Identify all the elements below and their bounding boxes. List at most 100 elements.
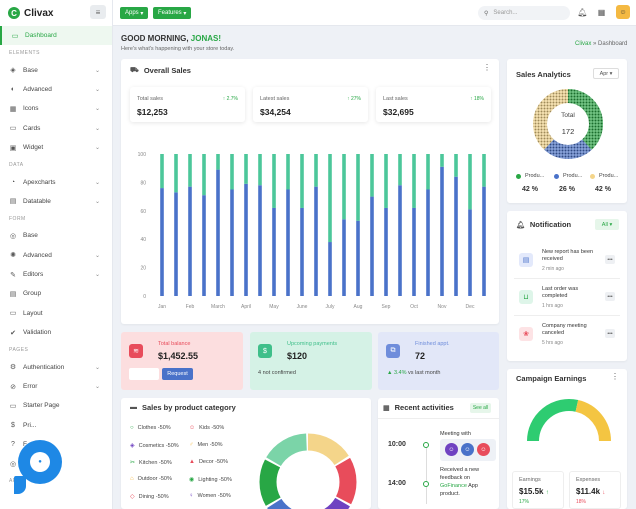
money-icon: $ xyxy=(258,344,272,358)
breadcrumb-root[interactable]: Clivax xyxy=(575,41,592,47)
sidebar-item[interactable]: ▦ Icons ⌄ xyxy=(0,99,112,118)
sidebar-item-label: Base xyxy=(23,232,38,240)
attendee-avatar[interactable]: ☺ xyxy=(477,443,490,456)
x-tick-label: Nov xyxy=(438,304,447,310)
legend-percent: 42 % xyxy=(595,186,611,193)
event-text: Received a new feedback on GoFinance App… xyxy=(440,467,496,499)
stat-value: $12,253 xyxy=(137,107,168,117)
sidebar-item[interactable]: ▭ Starter Page xyxy=(0,396,112,415)
stat-change: ↑ 2.7% xyxy=(222,96,238,102)
kebab-menu-icon[interactable]: ⋮ xyxy=(483,63,491,72)
chevron-down-icon: ⌄ xyxy=(94,272,100,279)
notification-item[interactable]: ⊔ Last order was completed 1 hrs ago ••• xyxy=(514,281,620,316)
sidebar-item[interactable]: ▭ Cards ⌄ xyxy=(0,119,112,138)
breadcrumb-current: Dashboard xyxy=(598,41,628,47)
bar-segment xyxy=(440,154,444,167)
features-dropdown-button[interactable]: Features ▾ xyxy=(153,7,192,19)
request-button[interactable]: Request xyxy=(162,368,193,380)
menu-toggle-button[interactable]: ≡ xyxy=(90,5,106,19)
sidebar-item[interactable]: $ Pri... xyxy=(0,416,112,435)
donut-slice[interactable] xyxy=(533,89,603,159)
sidebar-item[interactable]: ▤ Group xyxy=(0,284,112,303)
stat-last-sales: Last sales $32,695 ↑ 18% xyxy=(376,87,491,122)
sidebar-item[interactable]: ⊘ Error ⌄ xyxy=(0,377,112,396)
tile-value: $120 xyxy=(287,351,308,361)
attendee-avatar[interactable]: ☺ xyxy=(461,443,474,456)
category-donut-slice[interactable] xyxy=(259,433,357,509)
attendee-avatar[interactable]: ☺ xyxy=(445,443,458,456)
layout-icon: ▭ xyxy=(9,310,17,318)
kebab-menu-icon[interactable]: ⋮ xyxy=(611,372,619,381)
sidebar-item-label: Pri... xyxy=(23,421,37,429)
apps-dropdown-button[interactable]: Apps ▾ xyxy=(120,7,149,19)
event-text: Meeting with xyxy=(440,431,471,437)
legend-item: Produ... xyxy=(516,173,544,179)
donut-center-value: 172 xyxy=(561,127,575,136)
more-icon[interactable]: ••• xyxy=(605,255,615,264)
period-select[interactable]: Apr ▾ xyxy=(593,68,619,79)
search-input[interactable]: ⚲ Search... xyxy=(478,6,570,20)
men-icon: ♂ xyxy=(189,442,194,448)
calendar-icon[interactable]: ▦ xyxy=(597,8,606,17)
category-donut-slice[interactable] xyxy=(259,433,357,509)
notification-item[interactable]: ❀ Company meeting canceled 5 hrs ago ••• xyxy=(514,318,620,353)
overall-sales-bar-chart: 0 20 40 60 80 100 Jan Feb March April May June July A… xyxy=(138,152,486,310)
search-placeholder: Search... xyxy=(493,10,518,16)
sidebar-item[interactable]: ▭ Layout xyxy=(0,304,112,323)
more-icon[interactable]: ••• xyxy=(605,292,615,301)
sales-category-title: ▬ Sales by product category xyxy=(130,403,236,412)
x-tick-label: Sep xyxy=(382,304,391,310)
event-link[interactable]: GoFinance xyxy=(440,482,467,489)
y-tick-label: 80 xyxy=(140,180,146,186)
event-text-after: App product. xyxy=(440,482,478,497)
category-label: Women -50% xyxy=(197,493,231,499)
see-all-button[interactable]: See all xyxy=(470,403,491,413)
sidebar-item-label: Base xyxy=(23,66,38,74)
sidebar-item[interactable]: ✎ Editors ⌄ xyxy=(0,265,112,284)
chevron-down-icon: ⌄ xyxy=(94,86,100,93)
notification-filter-select[interactable]: All ▾ xyxy=(595,219,619,230)
sidebar-item[interactable]: ▤ Datatable ⌄ xyxy=(0,192,112,211)
notification-item[interactable]: ▤ New report has been received 2 min ago… xyxy=(514,244,620,279)
bar-segment xyxy=(342,154,346,220)
cart-icon: ⛟ xyxy=(130,67,139,74)
sidebar-item[interactable]: ◔ Apexcharts ⌄ xyxy=(0,172,112,191)
search-icon: ⚲ xyxy=(484,10,489,17)
expenses-change: 18% xyxy=(576,499,587,505)
sidebar-item[interactable]: ▣ Widget ⌄ xyxy=(0,138,112,157)
event-text-before: Received a new feedback on xyxy=(440,467,480,481)
sidebar-item[interactable]: ◈ Base ⌄ xyxy=(0,60,112,79)
sidebar-item[interactable]: ✺ Advanced ⌄ xyxy=(0,246,112,265)
dollar-icon: $ xyxy=(11,421,15,429)
category-donut xyxy=(259,433,357,509)
stat-change: ↑ 18% xyxy=(470,96,484,102)
category-donut-slice[interactable] xyxy=(259,433,357,509)
sidebar-item[interactable]: ⚙ Authentication ⌄ xyxy=(0,357,112,376)
sidebar-item[interactable]: ▭ Dashboard xyxy=(0,26,112,46)
category-label: Clothes -50% xyxy=(137,425,171,431)
y-tick-label: 40 xyxy=(140,237,146,243)
app-logo[interactable]: C Clivax xyxy=(0,0,112,26)
sidebar-item[interactable]: ◐ Advanced ⌄ xyxy=(0,80,112,99)
sidebar-item[interactable]: ✔ Validation xyxy=(0,323,112,342)
group-icon: ▤ xyxy=(9,290,17,298)
category-label: Kitchen -50% xyxy=(139,459,172,466)
sidebar-item[interactable]: ◎ Base xyxy=(0,226,112,245)
chat-widget-button[interactable]: ● xyxy=(18,440,62,484)
sidebar-menu: ▭ Dashboard ELEMENTS ◈ Base ⌄ ◐ Advanced ⌄ ▦ Icons… xyxy=(0,26,112,489)
chevron-down-icon: ▾ xyxy=(140,10,144,17)
stat-label: Last sales xyxy=(383,96,408,102)
error-icon: ⊘ xyxy=(10,383,16,391)
user-avatar[interactable]: ☺ xyxy=(616,5,630,19)
half-circle-icon: ◐ xyxy=(10,85,16,93)
women-icon: ♀ xyxy=(189,493,194,499)
bell-icon[interactable]: 🔔︎ xyxy=(577,8,588,17)
cosmetics-icon: ◈ xyxy=(130,443,135,449)
file-icon: ▤ xyxy=(519,253,533,267)
more-icon[interactable]: ••• xyxy=(605,329,615,338)
bar-segment xyxy=(356,220,360,296)
donut-slice[interactable] xyxy=(533,89,603,159)
blank-button[interactable] xyxy=(129,368,159,380)
kitchen-icon: ✂ xyxy=(130,460,136,466)
bar-segment xyxy=(230,154,234,190)
